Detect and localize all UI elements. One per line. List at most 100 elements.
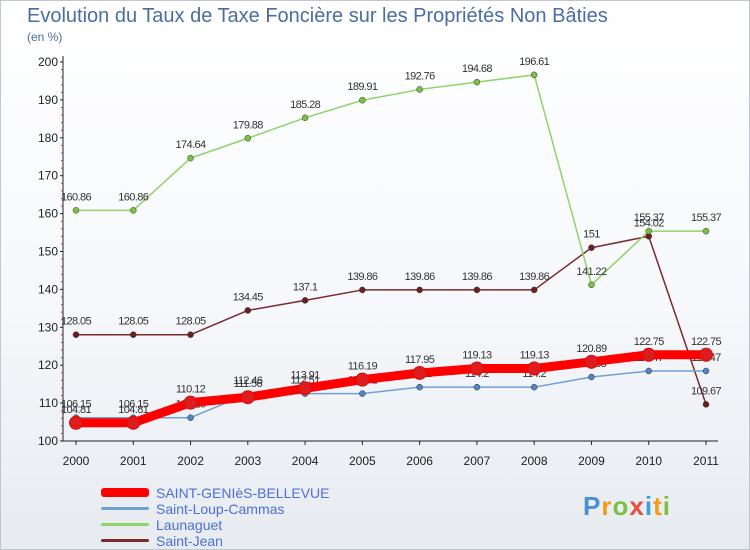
logo-letter: i [644, 491, 654, 521]
data-label: 139.86 [347, 271, 378, 283]
data-label: 185.28 [290, 99, 321, 111]
data-point [183, 395, 198, 410]
data-label: 179.88 [233, 119, 264, 131]
data-label: 110.12 [176, 384, 206, 396]
data-label: 116.19 [348, 361, 378, 373]
data-label: 139.86 [519, 271, 550, 283]
data-point [588, 281, 595, 289]
data-point [301, 114, 309, 122]
y-tick-label: 200 [38, 55, 58, 69]
data-label: 154.02 [634, 217, 665, 229]
data-point [187, 414, 194, 421]
data-label: 192.76 [405, 70, 436, 82]
legend-item-saint-jean[interactable]: Saint-Jean [101, 533, 330, 549]
series-line [71, 350, 711, 428]
data-point [473, 383, 481, 391]
data-point [645, 367, 652, 375]
data-label: 174.64 [176, 139, 207, 151]
logo-letter: o [612, 491, 630, 521]
data-label: 112.46 [233, 375, 263, 387]
data-point [187, 154, 194, 162]
x-tick-label: 2002 [177, 454, 204, 468]
data-label: 122.75 [634, 336, 665, 348]
data-point [359, 96, 366, 104]
data-point [588, 373, 595, 381]
y-tick-label: 160 [38, 207, 58, 221]
data-point [72, 331, 80, 338]
data-label: 117.95 [405, 354, 435, 366]
legend-item-saint-genies-bellevue[interactable]: SAINT-GENIèS-BELLEVUE [101, 485, 330, 501]
data-label: 139.86 [405, 271, 436, 283]
data-point [530, 383, 538, 391]
chart-title: Evolution du Taux de Taxe Foncière sur l… [27, 5, 608, 27]
data-point [641, 347, 656, 362]
data-label: 155.37 [691, 212, 722, 224]
data-point [359, 390, 366, 397]
x-tick-label: 2008 [521, 454, 548, 468]
data-label: 104.81 [118, 404, 149, 416]
series-line [75, 370, 707, 419]
legend-label: Launaguet [156, 517, 223, 533]
logo-letter: P [583, 491, 602, 521]
data-label: 111.56 [234, 378, 263, 390]
logo-letter: r [601, 491, 613, 521]
data-label: 196.61 [519, 56, 550, 68]
legend-item-saint-loup-cammas[interactable]: Saint-Loup-Cammas [101, 501, 330, 517]
data-point [588, 244, 595, 251]
data-point [699, 347, 713, 362]
y-tick-label: 170 [38, 169, 58, 183]
data-point [416, 383, 423, 391]
legend-item-launaguet[interactable]: Launaguet [101, 517, 330, 533]
data-label: 119.13 [520, 349, 550, 361]
legend-swatch [101, 539, 149, 542]
data-point [244, 135, 252, 142]
series-line [75, 74, 707, 286]
data-point [126, 415, 141, 430]
data-label: 134.45 [233, 291, 264, 303]
data-point [355, 372, 370, 387]
unit-label: (en %) [27, 30, 63, 44]
legend-swatch [101, 507, 149, 510]
y-tick-label: 110 [39, 396, 58, 410]
data-label: 160.86 [118, 191, 149, 203]
legend: SAINT-GENIèS-BELLEVUE Saint-Loup-Cammas … [101, 485, 330, 549]
data-label: 106.15 [118, 399, 149, 411]
data-point [473, 286, 481, 294]
data-label: 128.05 [61, 316, 92, 328]
data-label: 141.22 [576, 266, 607, 278]
data-point [645, 227, 652, 235]
x-tick-label: 2009 [578, 454, 605, 468]
data-point [530, 286, 538, 294]
data-label: 137.1 [293, 281, 318, 293]
data-point [527, 361, 542, 376]
data-point [416, 286, 423, 294]
x-tick-label: 2005 [349, 454, 376, 468]
logo-letter: i [662, 491, 671, 521]
y-tick-label: 190 [38, 93, 58, 107]
data-point [702, 227, 710, 235]
data-label: 194.68 [462, 63, 493, 75]
y-tick-label: 130 [38, 320, 58, 334]
data-label: 109.67 [691, 385, 722, 397]
data-point [359, 286, 366, 294]
data-point [301, 297, 309, 304]
data-point [130, 331, 137, 338]
x-tick-label: 2010 [635, 454, 662, 468]
data-label: 155.37 [634, 212, 665, 224]
x-tick-label: 2004 [292, 454, 319, 468]
data-point [240, 390, 255, 405]
legend-swatch [101, 488, 149, 497]
data-label: 160.86 [61, 191, 92, 203]
proxiti-logo: Proxiti [583, 491, 671, 522]
data-point [187, 331, 194, 338]
x-tick-label: 2007 [464, 454, 491, 468]
data-label: 151 [583, 229, 600, 241]
data-point [473, 78, 481, 86]
series-line [75, 235, 707, 406]
y-tick-label: 180 [38, 131, 58, 145]
x-tick-label: 2000 [63, 454, 90, 468]
logo-letter: x [629, 491, 645, 521]
data-label: 106.15 [61, 399, 92, 411]
